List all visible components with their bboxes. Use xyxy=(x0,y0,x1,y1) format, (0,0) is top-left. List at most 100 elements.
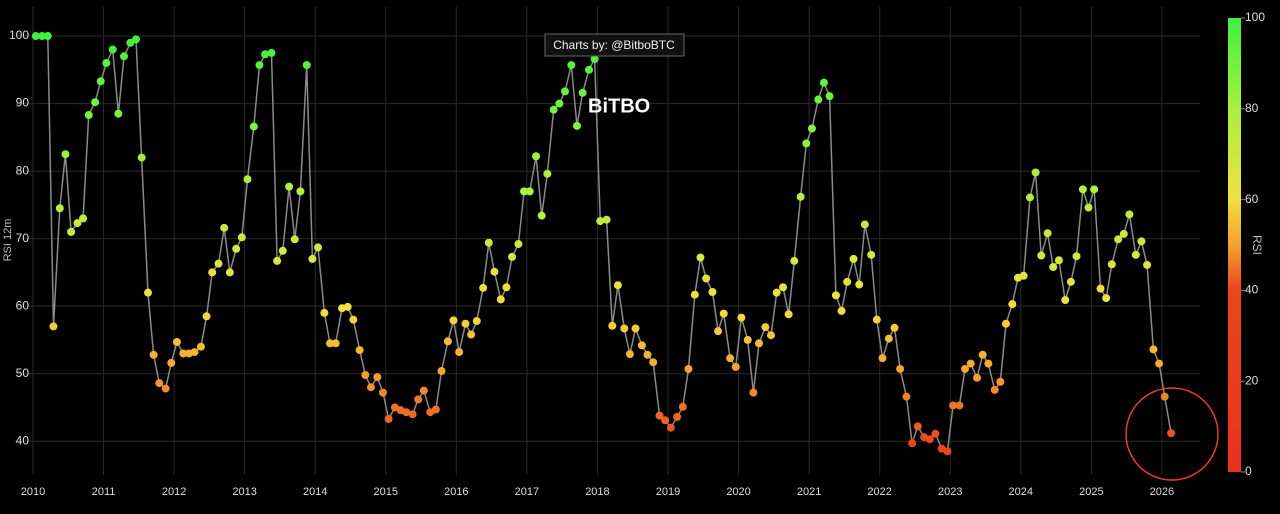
point xyxy=(137,153,146,162)
point xyxy=(38,32,47,41)
colorbar-tick-label: 60 xyxy=(1245,192,1259,206)
point xyxy=(761,323,770,332)
point xyxy=(702,274,711,283)
point xyxy=(31,32,40,41)
point xyxy=(767,331,776,340)
point xyxy=(331,339,340,348)
logo: BiTBO xyxy=(588,95,650,117)
point xyxy=(355,346,364,355)
highlight-circle xyxy=(1125,387,1219,481)
point xyxy=(249,122,258,131)
x-tick-label: 2016 xyxy=(444,486,468,498)
y-tick-label: 80 xyxy=(16,163,30,177)
colorbar xyxy=(1228,18,1241,472)
point xyxy=(302,61,311,70)
point xyxy=(525,187,534,196)
point xyxy=(908,439,917,448)
point xyxy=(67,227,76,236)
point xyxy=(120,52,129,61)
point xyxy=(749,388,758,397)
point xyxy=(620,324,629,333)
colorbar-tick-label: 100 xyxy=(1245,10,1265,24)
point xyxy=(273,256,282,265)
point xyxy=(955,401,964,410)
point xyxy=(796,192,805,201)
point xyxy=(402,408,411,417)
point xyxy=(143,288,152,297)
point xyxy=(943,447,952,456)
point xyxy=(984,359,993,368)
point xyxy=(860,220,869,229)
point xyxy=(220,223,229,232)
point xyxy=(261,50,270,59)
point xyxy=(537,211,546,220)
point xyxy=(1084,203,1093,212)
point xyxy=(408,410,417,419)
point xyxy=(578,88,587,97)
point xyxy=(1131,250,1140,259)
point xyxy=(296,187,305,196)
point xyxy=(43,32,52,41)
x-tick-label: 2025 xyxy=(1079,486,1103,498)
point xyxy=(802,139,811,148)
point xyxy=(243,175,252,184)
point xyxy=(114,109,123,118)
point xyxy=(1102,294,1111,303)
point xyxy=(649,358,658,367)
point xyxy=(1119,229,1128,238)
point xyxy=(784,310,793,319)
point xyxy=(1107,260,1116,269)
point xyxy=(872,315,881,324)
point xyxy=(1125,210,1134,219)
point xyxy=(237,233,246,242)
point xyxy=(1160,392,1169,401)
point xyxy=(132,35,141,44)
point xyxy=(807,124,816,133)
point xyxy=(637,341,646,350)
point xyxy=(855,280,864,289)
point xyxy=(232,244,241,253)
point xyxy=(84,111,93,120)
point xyxy=(1114,235,1123,244)
x-tick-label: 2019 xyxy=(656,486,680,498)
y-tick-label: 100 xyxy=(9,28,29,42)
colorbar-title: RSI xyxy=(1250,235,1264,255)
point xyxy=(625,350,634,359)
point xyxy=(555,99,564,108)
point xyxy=(326,339,335,348)
x-tick-label: 2013 xyxy=(232,486,256,498)
point xyxy=(490,267,499,276)
point xyxy=(1025,193,1034,202)
colorbar-tick-label: 0 xyxy=(1245,464,1252,478)
annotation-box xyxy=(544,33,685,57)
point xyxy=(161,384,170,393)
point xyxy=(661,416,670,425)
point xyxy=(714,327,723,336)
point xyxy=(443,337,452,346)
point xyxy=(1054,256,1063,265)
point xyxy=(584,65,593,74)
point xyxy=(560,87,569,96)
point xyxy=(1008,300,1017,309)
colorbar-tick-label: 40 xyxy=(1245,283,1259,297)
point xyxy=(613,281,622,290)
point xyxy=(1155,359,1164,368)
point xyxy=(484,238,493,247)
point xyxy=(978,350,987,359)
point xyxy=(155,379,164,388)
point xyxy=(837,306,846,315)
point xyxy=(278,246,287,255)
point xyxy=(678,402,687,411)
point xyxy=(225,268,234,277)
point xyxy=(884,334,893,343)
point xyxy=(472,317,481,326)
point xyxy=(731,362,740,371)
point xyxy=(1137,237,1146,246)
point xyxy=(973,373,982,382)
point xyxy=(966,359,975,368)
point xyxy=(737,313,746,322)
y-tick-label: 50 xyxy=(16,366,30,380)
point xyxy=(590,55,599,63)
point xyxy=(479,283,488,292)
point xyxy=(878,354,887,363)
